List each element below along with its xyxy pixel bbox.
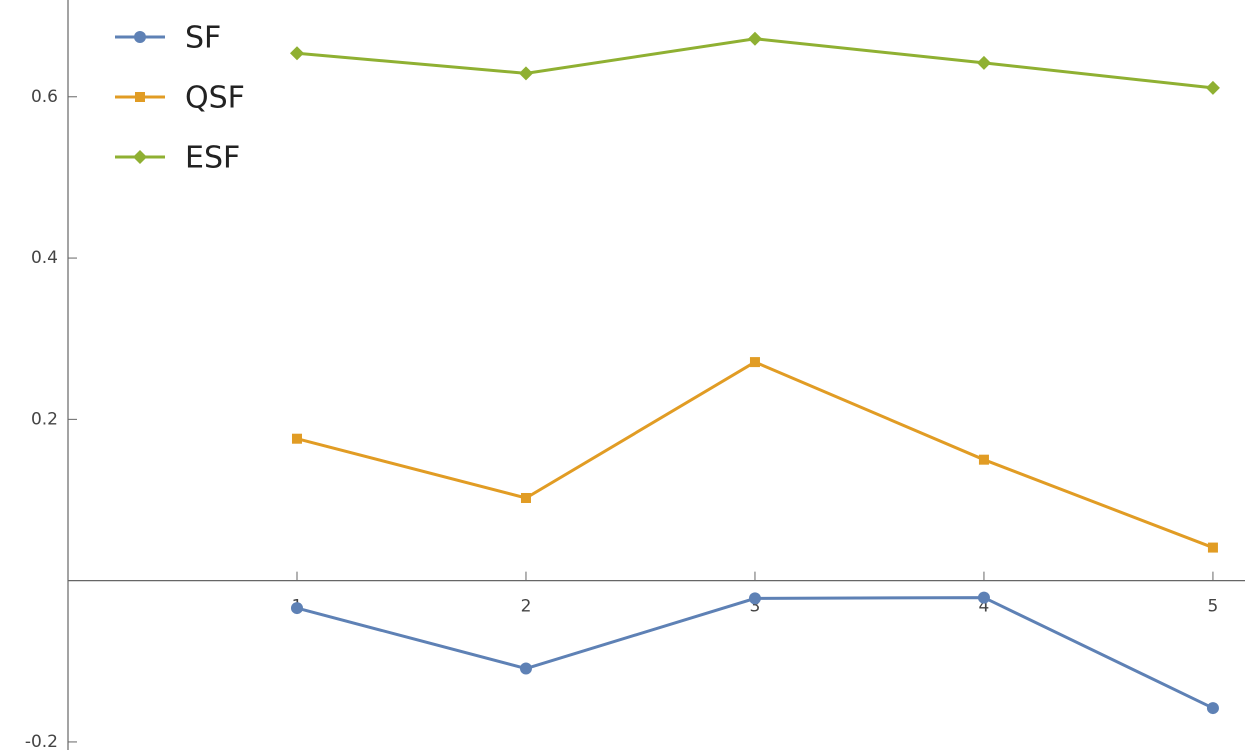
point — [290, 602, 303, 615]
series-line — [296, 37, 1214, 90]
y-tick-label: 0.2 — [31, 409, 58, 429]
point — [520, 492, 531, 503]
y-tick-label: -0.2 — [25, 732, 58, 750]
point — [1207, 542, 1218, 553]
x-tick-label: 5 — [1208, 597, 1219, 617]
legend-label: QSF — [185, 81, 245, 116]
point — [1206, 702, 1219, 715]
x-tick-label: 3 — [750, 597, 761, 617]
point — [749, 357, 760, 368]
point — [978, 454, 989, 465]
legend-label: SF — [185, 21, 221, 56]
point — [289, 46, 304, 61]
point — [976, 55, 991, 70]
x-tick-label: 2 — [521, 597, 532, 617]
y-tick-label: 0.4 — [31, 248, 58, 268]
legend-marker — [134, 31, 146, 43]
series-line — [296, 360, 1214, 549]
point — [519, 662, 532, 675]
y-tick-label: 0.6 — [31, 87, 58, 107]
point — [977, 591, 990, 604]
point — [1205, 80, 1220, 95]
point — [747, 31, 762, 46]
point — [291, 433, 302, 444]
legend-label: ESF — [185, 141, 240, 176]
point — [748, 592, 761, 605]
point — [518, 66, 533, 81]
legend-marker — [135, 92, 145, 102]
x-tick-label: 4 — [979, 597, 990, 617]
legend-marker — [133, 150, 147, 164]
